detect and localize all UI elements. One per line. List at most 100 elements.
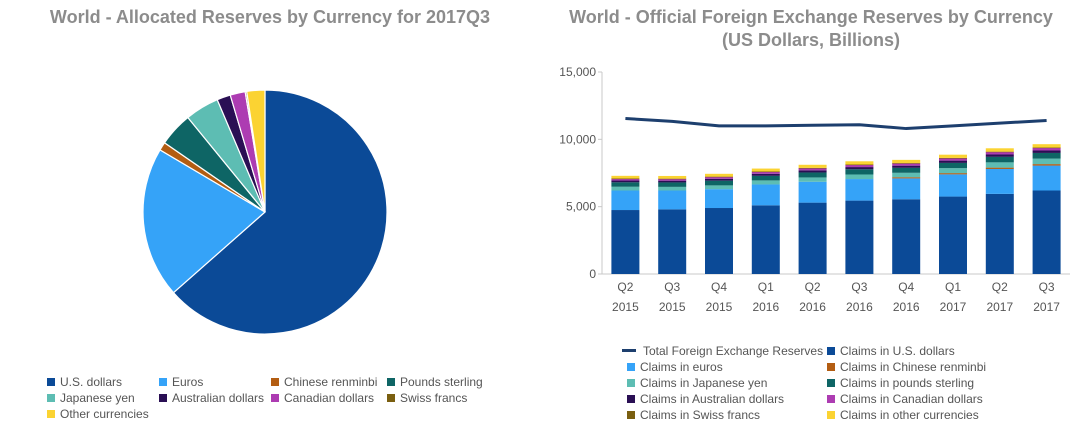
pie-chart-title: World - Allocated Reserves by Currency f… bbox=[49, 7, 491, 27]
bar-segment-claims-in-canadian-dollars bbox=[939, 158, 967, 161]
bar-segment-claims-in-japanese-yen bbox=[658, 186, 687, 191]
y-tick-label: 15,000 bbox=[559, 65, 596, 79]
x-tick-label: Q2 bbox=[992, 280, 1008, 294]
bar-segment-claims-in-canadian-dollars bbox=[985, 151, 1014, 155]
bar-segment-claims-in-euros bbox=[985, 168, 1014, 194]
bar-legend-item-other: Claims in other currencies bbox=[827, 407, 979, 423]
bar-segment-claims-in-other-currencies bbox=[751, 168, 780, 172]
x-tick-label: 2016 bbox=[752, 300, 779, 314]
x-tick-label: 2015 bbox=[659, 300, 686, 314]
bar-segment-claims-in-euros bbox=[798, 181, 827, 203]
bar-segment-claims-in-japanese-yen bbox=[892, 172, 921, 178]
x-tick-label: 2015 bbox=[706, 300, 733, 314]
bar-segment-claims-in-other-currencies bbox=[611, 175, 640, 179]
bar-segment-claims-in-australian-dollars bbox=[751, 173, 780, 176]
legend-label: Claims in Japanese yen bbox=[640, 376, 768, 390]
total-reserves-line bbox=[625, 116, 1047, 131]
x-tick-label: 2016 bbox=[799, 300, 826, 314]
bar-stack bbox=[611, 175, 640, 274]
bar-segment-claims-in-euros bbox=[611, 190, 640, 211]
legend-label: Pounds sterling bbox=[400, 375, 483, 389]
legend-swatch bbox=[827, 394, 835, 403]
bar-legend-item-chf: Claims in Swiss francs bbox=[627, 407, 760, 423]
bar-segment-claims-in-japanese-yen bbox=[798, 177, 827, 182]
bar-stack bbox=[892, 159, 921, 274]
bar-segment-claims-in-other-currencies bbox=[939, 154, 967, 158]
bar-stack bbox=[705, 173, 733, 274]
bar-segment-claims-in-u-s-dollars bbox=[705, 208, 733, 274]
bar-stack bbox=[985, 148, 1014, 274]
bar-segment-claims-in-japanese-yen bbox=[985, 162, 1014, 168]
bar-segment-claims-in-chinese-renminbi bbox=[939, 173, 967, 175]
bar-stack bbox=[751, 168, 780, 274]
bar-stack bbox=[845, 161, 874, 274]
x-tick-label: Q3 bbox=[851, 280, 867, 294]
bar-segment-claims-in-euros bbox=[658, 190, 687, 210]
pie-slice-other-currencies bbox=[245, 89, 266, 213]
legend-label: Chinese renminbi bbox=[284, 375, 378, 389]
pie-legend-item-chf: Swiss francs bbox=[387, 390, 467, 406]
bar-chart-subtitle: (US Dollars, Billions) bbox=[721, 30, 901, 50]
legend-label: Claims in Swiss francs bbox=[640, 408, 761, 422]
x-tick-label: Q3 bbox=[664, 280, 680, 294]
bar-segment-claims-in-swiss-francs bbox=[798, 167, 827, 169]
legend-swatch bbox=[159, 393, 167, 402]
bar-segment-claims-in-other-currencies bbox=[705, 173, 733, 177]
legend-swatch bbox=[827, 362, 835, 371]
bar-segment-claims-in-euros bbox=[845, 179, 874, 201]
bar-segment-claims-in-australian-dollars bbox=[939, 160, 967, 163]
bar-legend-item-jpy: Claims in Japanese yen bbox=[627, 375, 767, 391]
bar-segment-claims-in-swiss-francs bbox=[611, 178, 640, 180]
bar-segment-claims-in-australian-dollars bbox=[658, 180, 687, 183]
bar-legend-item-total: Total Foreign Exchange Reserves bbox=[622, 343, 823, 359]
bar-segment-claims-in-swiss-francs bbox=[705, 176, 733, 178]
bar-segment-claims-in-japanese-yen bbox=[611, 186, 640, 191]
bar-chart-panel: World - Official Foreign Exchange Reserv… bbox=[540, 0, 1082, 445]
bar-segment-claims-in-japanese-yen bbox=[1032, 158, 1061, 165]
bar-segment-claims-in-chinese-renminbi bbox=[1032, 164, 1061, 166]
bar-segment-claims-in-australian-dollars bbox=[705, 178, 733, 181]
bar-legend-item-cny: Claims in Chinese renminbi bbox=[827, 359, 986, 375]
pie-legend-item-cad: Canadian dollars bbox=[271, 390, 374, 406]
legend-swatch bbox=[627, 394, 635, 403]
x-tick-label: Q1 bbox=[945, 280, 961, 294]
bar-segment-claims-in-other-currencies bbox=[892, 159, 921, 164]
bar-segment-claims-in-australian-dollars bbox=[892, 165, 921, 168]
bar-segment-claims-in-other-currencies bbox=[985, 148, 1014, 152]
legend-label: Claims in Chinese renminbi bbox=[840, 360, 987, 374]
pie-legend-item-usd: U.S. dollars bbox=[47, 374, 122, 390]
y-tick-label: 10,000 bbox=[559, 132, 596, 146]
pie-legend-item-cny: Chinese renminbi bbox=[271, 374, 377, 390]
x-tick-label: Q1 bbox=[758, 280, 774, 294]
bar-segment-claims-in-u-s-dollars bbox=[892, 199, 921, 274]
legend-label: Claims in Canadian dollars bbox=[840, 392, 983, 406]
bar-segment-claims-in-pounds-sterling bbox=[939, 162, 967, 169]
bar-segment-claims-in-canadian-dollars bbox=[798, 168, 827, 171]
bar-segment-claims-in-u-s-dollars bbox=[658, 209, 687, 274]
legend-label: Total Foreign Exchange Reserves bbox=[643, 344, 824, 358]
bar-segment-claims-in-swiss-francs bbox=[1032, 147, 1061, 149]
pie-slice-u-s-dollars bbox=[172, 89, 388, 335]
y-tick-label: 0 bbox=[589, 267, 596, 281]
legend-swatch bbox=[47, 393, 55, 402]
bar-legend-item-eur: Claims in euros bbox=[627, 359, 723, 375]
legend-swatch bbox=[47, 409, 55, 418]
bar-segment-claims-in-japanese-yen bbox=[705, 185, 733, 190]
legend-swatch bbox=[47, 377, 55, 386]
legend-label: Euros bbox=[172, 375, 204, 389]
pie-legend-item-eur: Euros bbox=[159, 374, 203, 390]
bar-segment-claims-in-chinese-renminbi bbox=[985, 167, 1014, 169]
bar-segment-claims-in-euros bbox=[751, 184, 780, 206]
bar-segment-claims-in-pounds-sterling bbox=[751, 175, 780, 181]
bar-segment-claims-in-swiss-francs bbox=[845, 164, 874, 166]
bar-segment-claims-in-canadian-dollars bbox=[611, 178, 640, 181]
bar-segment-claims-in-euros bbox=[705, 189, 733, 209]
x-tick-label: Q4 bbox=[711, 280, 727, 294]
x-tick-label: 2016 bbox=[846, 300, 873, 314]
bar-segment-claims-in-pounds-sterling bbox=[798, 172, 827, 178]
bar-legend-item-cad: Claims in Canadian dollars bbox=[827, 391, 983, 407]
x-tick-label: 2015 bbox=[612, 300, 639, 314]
legend-swatch bbox=[271, 377, 279, 386]
legend-label: Australian dollars bbox=[172, 391, 265, 405]
legend-label: Japanese yen bbox=[60, 391, 135, 405]
